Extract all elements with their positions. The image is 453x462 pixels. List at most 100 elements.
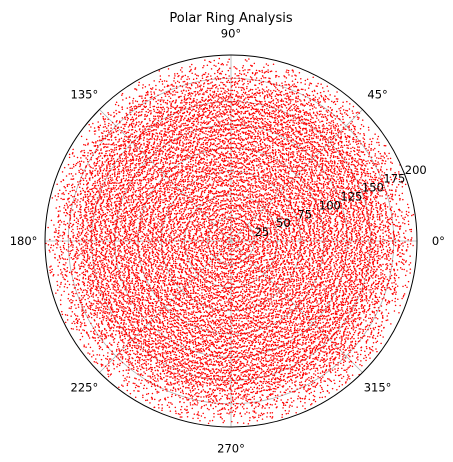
data-point-3411 — [176, 289, 179, 292]
data-point-4220 — [198, 168, 200, 171]
data-point-1200 — [188, 231, 190, 233]
data-point-2871 — [186, 194, 188, 197]
data-point-3624 — [289, 202, 292, 205]
data-point-3031 — [231, 304, 234, 306]
data-point-4552 — [308, 254, 311, 257]
data-point-2527 — [171, 245, 173, 248]
data-point-3082 — [277, 287, 280, 289]
data-point-2589 — [201, 294, 204, 297]
data-point-3415 — [183, 288, 186, 290]
data-point-192 — [246, 227, 248, 229]
data-point-509 — [214, 217, 217, 219]
data-point-4196 — [220, 159, 223, 161]
data-point-3768 — [174, 193, 176, 196]
data-point-1398 — [248, 200, 251, 202]
data-point-4791 — [157, 198, 160, 201]
data-point-1222 — [189, 252, 191, 255]
data-point-565 — [213, 264, 216, 266]
data-point-4704 — [227, 156, 229, 159]
data-point-3216 — [258, 177, 260, 180]
data-point-1521 — [190, 267, 192, 269]
data-point-1015 — [230, 278, 232, 281]
data-point-2535 — [171, 253, 174, 255]
data-point-665 — [242, 210, 245, 213]
data-point-4023 — [297, 274, 299, 277]
data-point-4819 — [147, 224, 149, 227]
data-point-3667 — [262, 174, 264, 176]
data-point-2838 — [213, 177, 215, 180]
data-point-290 — [245, 248, 247, 250]
data-point-1561 — [224, 287, 226, 290]
data-point-3723 — [209, 170, 212, 173]
data-point-3302 — [179, 190, 182, 193]
data-point-2816 — [234, 175, 236, 178]
data-point-1441 — [207, 197, 209, 199]
data-point-1949 — [278, 260, 280, 262]
data-point-2628 — [239, 299, 241, 302]
data-point-3299 — [182, 189, 185, 192]
data-point-3353 — [160, 235, 163, 238]
data-point-4135 — [277, 175, 280, 178]
data-point-205 — [234, 222, 236, 225]
data-point-1864 — [207, 287, 209, 289]
data-point-2301 — [277, 263, 279, 265]
data-point-1434 — [215, 197, 217, 200]
data-point-1515 — [190, 260, 193, 262]
data-point-1952 — [279, 257, 282, 260]
data-point-651 — [254, 217, 257, 219]
data-point-1478 — [186, 226, 188, 229]
data-point-409 — [228, 263, 231, 265]
data-point-697 — [213, 212, 215, 215]
data-point-4718 — [213, 156, 215, 158]
data-point-411 — [231, 264, 233, 266]
data-point-1102 — [263, 215, 266, 217]
data-point-1272 — [225, 282, 228, 285]
data-point-1514 — [187, 260, 190, 263]
data-point-1367 — [271, 218, 273, 220]
data-point-1248 — [204, 274, 206, 276]
data-point-348 — [219, 222, 222, 225]
data-point-845 — [262, 231, 264, 234]
data-point-3108 — [288, 263, 290, 265]
data-point-3143 — [296, 231, 299, 233]
data-point-1488 — [183, 235, 185, 237]
data-point-317 — [246, 224, 249, 226]
data-point-2335 — [289, 232, 291, 235]
data-point-2696 — [286, 259, 289, 261]
data-point-2357 — [284, 212, 287, 214]
data-point-1023 — [238, 277, 240, 280]
data-point-1712 — [241, 190, 243, 193]
data-point-3049 — [249, 300, 251, 303]
data-point-1796 — [180, 231, 182, 233]
data-point-1743 — [211, 192, 214, 195]
data-point-3674 — [256, 169, 258, 171]
data-point-3504 — [262, 303, 265, 305]
data-point-1124 — [246, 203, 248, 205]
data-point-3886 — [182, 295, 185, 297]
data-point-2195 — [193, 279, 196, 281]
data-point-4719 — [213, 160, 215, 162]
data-point-891 — [234, 202, 236, 205]
data-point-3511 — [268, 298, 270, 300]
data-point-238 — [212, 238, 214, 241]
data-point-1727 — [227, 190, 229, 192]
data-point-2591 — [202, 296, 205, 299]
data-point-441 — [250, 245, 253, 248]
data-point-491 — [231, 214, 233, 217]
data-point-3347 — [160, 229, 162, 232]
data-point-616 — [257, 250, 259, 253]
data-point-3298 — [182, 188, 185, 190]
data-point-3283 — [195, 181, 198, 184]
data-point-53 — [221, 233, 224, 235]
data-point-849 — [263, 228, 265, 230]
data-point-2984 — [189, 289, 192, 292]
data-point-138 — [215, 243, 217, 246]
data-point-1193 — [193, 225, 196, 227]
data-point-3109 — [291, 263, 293, 265]
data-point-2028 — [259, 193, 261, 195]
data-point-564 — [214, 261, 217, 264]
data-point-4018 — [293, 278, 295, 281]
data-point-839 — [266, 236, 268, 239]
data-point-22 — [229, 243, 232, 246]
data-point-4766 — [174, 181, 176, 183]
